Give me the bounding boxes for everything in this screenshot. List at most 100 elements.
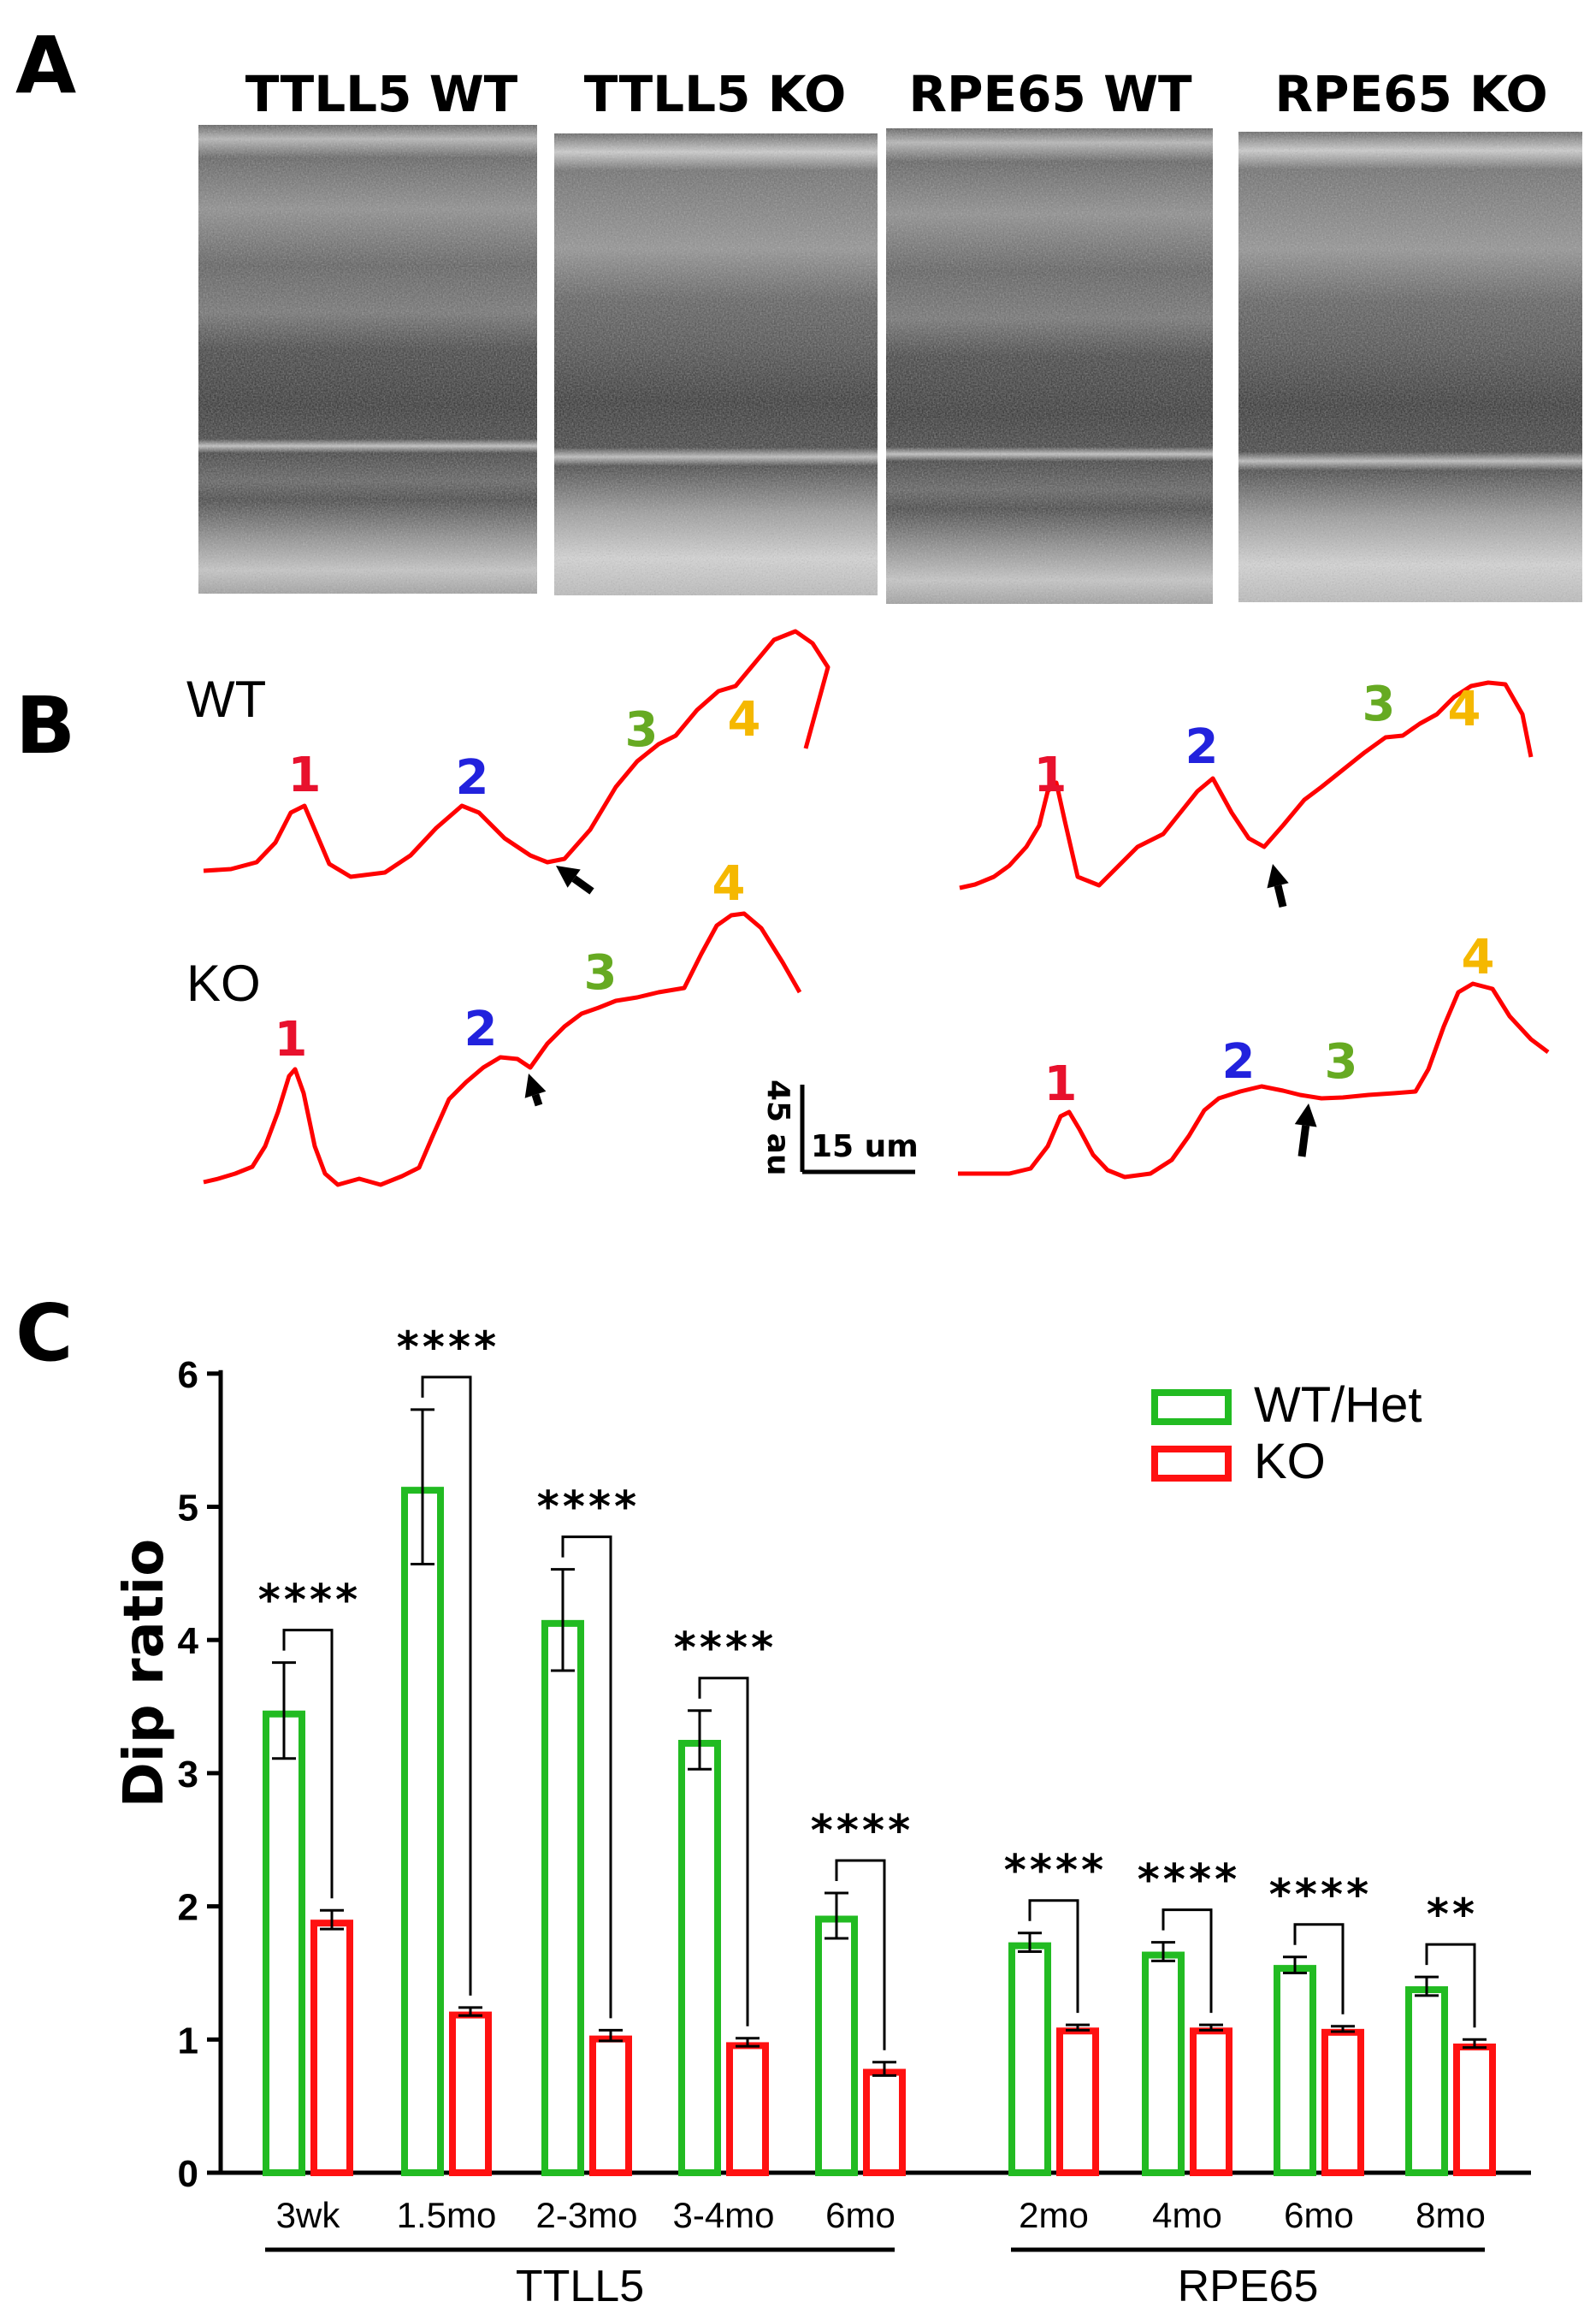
- image-label-2: TTLL5 KO: [584, 65, 847, 123]
- error-bar: [736, 2037, 760, 2048]
- peak-label-1-3: 3: [625, 702, 659, 758]
- peak-label-3-1: 1: [275, 1012, 308, 1068]
- retina-image-2: [554, 133, 878, 595]
- significance-label: **: [1425, 1890, 1476, 1939]
- significance-label: ****: [1136, 1855, 1238, 1905]
- image-label-3: RPE65 WT: [908, 65, 1192, 123]
- significance-bracket: [421, 1375, 472, 1996]
- peak-label-1-1: 1: [288, 748, 322, 803]
- bar-wt-het-2: [541, 1619, 584, 2176]
- significance-label: ****: [809, 1806, 912, 1855]
- significance-bracket: [282, 1629, 334, 1899]
- category-label: 4mo: [1152, 2195, 1222, 2235]
- bar-ko-6: [1190, 2027, 1232, 2177]
- category-label: 6mo: [825, 2195, 896, 2235]
- significance-label: ****: [672, 1624, 775, 1673]
- category-label: 6mo: [1284, 2195, 1354, 2235]
- bar-ko-8: [1453, 2043, 1496, 2176]
- significance-bracket: [1293, 1923, 1345, 2014]
- significance-label: ****: [535, 1482, 638, 1532]
- peak-label-1-2: 2: [456, 750, 489, 806]
- legend-entry-2: KO: [1151, 1434, 1326, 1489]
- y-tick-label: 2: [178, 1887, 198, 1929]
- peak-label-2-2: 2: [1185, 719, 1219, 775]
- peak-label-3-2: 2: [464, 1002, 498, 1057]
- profile-trace-2: [959, 680, 1534, 890]
- group-label-rpe65: RPE65: [1178, 2262, 1319, 2311]
- image-label-4: RPE65 KO: [1274, 65, 1547, 123]
- peak-label-4-1: 1: [1044, 1056, 1078, 1112]
- peak-label-4-4: 4: [1462, 930, 1495, 985]
- bar-wt-het-6: [1142, 1951, 1185, 2177]
- bar-wt-het-0: [263, 1710, 305, 2176]
- error-bar: [1331, 2025, 1355, 2033]
- bar-ko-5: [1056, 2027, 1099, 2177]
- error-bar: [1018, 1932, 1042, 1954]
- error-bar: [688, 1709, 712, 1771]
- bar-wt-het-4: [815, 1915, 858, 2177]
- significance-bracket: [561, 1535, 612, 2019]
- significance-label: ****: [1268, 1870, 1370, 1920]
- category-label: 3wk: [276, 2195, 341, 2235]
- error-bar: [1066, 2023, 1090, 2032]
- significance-label: ****: [257, 1576, 359, 1625]
- y-tick-label: 0: [178, 2153, 198, 2195]
- panel-b-letter: B: [15, 680, 75, 772]
- category-label: 2-3mo: [535, 2195, 637, 2235]
- profile-trace-1: [203, 629, 831, 879]
- legend-entry-1: WT/Het: [1151, 1377, 1422, 1433]
- legend-label-2: KO: [1254, 1434, 1326, 1489]
- error-bar: [599, 2028, 623, 2043]
- dip-arrow-2: [1267, 864, 1289, 908]
- group-label-ttll5: TTLL5: [516, 2262, 644, 2311]
- error-bar: [1151, 1941, 1175, 1962]
- error-bar: [1415, 1975, 1439, 1997]
- significance-label: ****: [1002, 1846, 1105, 1896]
- significance-bracket: [1425, 1943, 1476, 2028]
- retina-image-1: [198, 125, 537, 594]
- image-label-1: TTLL5 WT: [245, 65, 518, 123]
- peak-label-3-4: 4: [712, 856, 746, 912]
- peak-label-1-4: 4: [728, 692, 761, 748]
- significance-bracket: [1028, 1899, 1079, 2014]
- bar-wt-het-5: [1008, 1942, 1051, 2176]
- y-axis-label: Dip ratio: [113, 1539, 176, 1807]
- scale-horizontal-label: 15 um: [811, 1129, 919, 1164]
- retina-image-3: [886, 128, 1213, 604]
- significance-bracket: [835, 1859, 886, 2050]
- category-label: 3-4mo: [672, 2195, 774, 2235]
- bar-ko-3: [726, 2042, 769, 2177]
- category-label: 2mo: [1019, 2195, 1089, 2235]
- peak-label-4-2: 2: [1222, 1034, 1256, 1090]
- profile-trace-4: [958, 981, 1550, 1180]
- significance-bracket: [698, 1677, 749, 2026]
- error-bar: [1283, 1955, 1307, 1974]
- retina-image-4: [1238, 132, 1582, 602]
- peak-label-2-1: 1: [1034, 748, 1067, 803]
- panel-a-letter: A: [15, 20, 76, 111]
- bar-ko-2: [589, 2035, 632, 2176]
- bar-ko-7: [1321, 2028, 1364, 2176]
- dip-arrow-4: [1294, 1103, 1317, 1157]
- legend-label-1: WT/Het: [1254, 1377, 1422, 1433]
- category-label: 8mo: [1416, 2195, 1486, 2235]
- error-bar: [411, 1408, 434, 1565]
- y-tick-label: 5: [178, 1488, 198, 1529]
- error-bar: [272, 1661, 296, 1760]
- y-tick-label: 3: [178, 1754, 198, 1795]
- error-bar: [551, 1568, 575, 1672]
- scale-vertical-label: 45 au: [760, 1080, 795, 1176]
- dip-arrow-3: [524, 1074, 547, 1107]
- row-label-ko: KO: [186, 955, 261, 1012]
- error-bar: [458, 2006, 482, 2017]
- bar-ko-4: [863, 2068, 906, 2176]
- bar-ko-1: [449, 2011, 492, 2177]
- bar-wt-het-3: [678, 1739, 721, 2176]
- bar-wt-het-7: [1274, 1965, 1316, 2176]
- error-bar: [320, 1908, 344, 1931]
- y-tick-label: 6: [178, 1354, 198, 1396]
- category-label: 1.5mo: [397, 2195, 497, 2235]
- significance-bracket: [1162, 1908, 1213, 2014]
